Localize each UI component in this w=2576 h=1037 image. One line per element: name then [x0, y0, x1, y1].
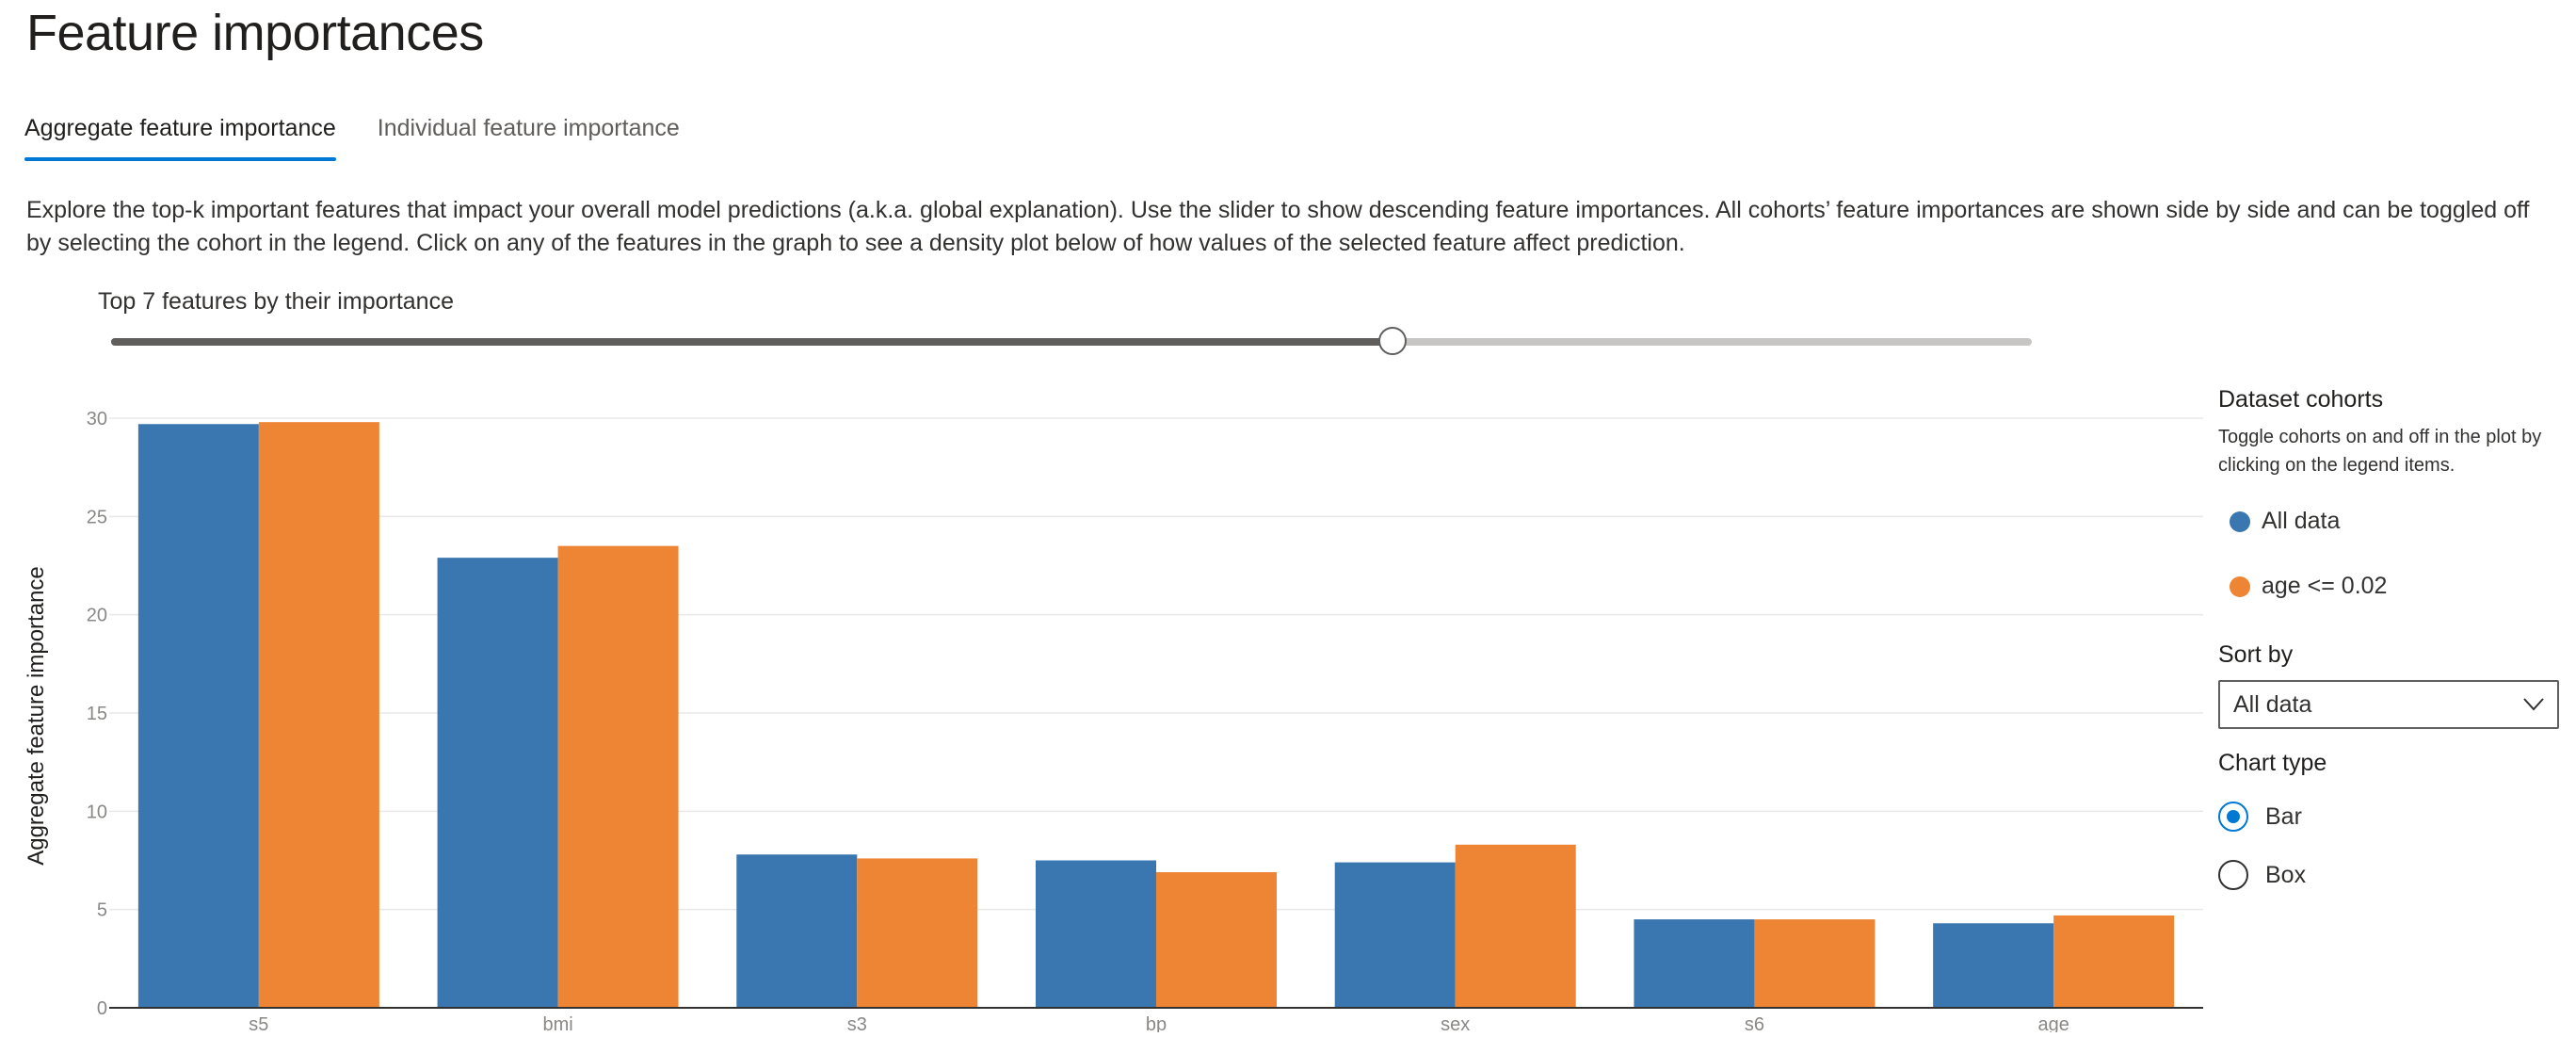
x-tick-label: sex [1441, 1014, 1470, 1032]
chart-gridlines [109, 417, 2203, 911]
feature-importance-chart: 0 5 10 15 20 25 30 s5 bmi s3 bp sex s6 age Aggregate… [0, 377, 2213, 1035]
y-tick-label: 0 [97, 998, 107, 1019]
slider-label: Top 7 features by their importance [98, 288, 454, 315]
page-title: Feature importances [26, 5, 484, 61]
bar-s5-series-0[interactable] [137, 424, 259, 1008]
radio-box-label: Box [2265, 861, 2307, 888]
legend-dot-icon [2230, 510, 2250, 532]
legend-label: age <= 0.02 [2262, 573, 2388, 599]
radio-box[interactable] [2218, 860, 2248, 890]
bar-age-series-0[interactable] [1933, 923, 2054, 1008]
dataset-cohorts-hint: Toggle cohorts on and off in the plot by… [2218, 427, 2542, 476]
x-tick-label: age [2037, 1014, 2069, 1032]
sort-by-label: Sort by [2218, 641, 2294, 668]
slider-fill [111, 338, 1393, 346]
bar-s6-series-1[interactable] [1754, 919, 1876, 1008]
chart-type-option-box[interactable]: Box [2218, 860, 2567, 890]
bar-chart-svg: 0 5 10 15 20 25 30 s5 bmi s3 bp sex s6 age Aggregate… [24, 409, 2203, 1035]
y-tick-label: 15 [87, 704, 107, 724]
legend-item-age-cohort[interactable]: age <= 0.02 [2230, 573, 2567, 600]
x-tick-label: s6 [1745, 1014, 1764, 1032]
radio-bar[interactable] [2218, 802, 2248, 832]
radio-bar-label: Bar [2265, 802, 2302, 830]
sort-by-dropdown[interactable]: All data [2218, 680, 2559, 729]
x-tick-label: bmi [542, 1014, 572, 1032]
bar-s3-series-1[interactable] [857, 858, 978, 1008]
bar-bp-series-1[interactable] [1156, 872, 1277, 1008]
x-tick-label: s5 [249, 1014, 268, 1032]
legend-label: All data [2262, 508, 2341, 534]
chart-bars [137, 422, 2175, 1009]
dataset-cohorts-title: Dataset cohorts [2218, 386, 2384, 413]
bar-sex-series-1[interactable] [1455, 844, 1576, 1008]
y-tick-label: 10 [87, 802, 107, 822]
legend-dot-icon [2230, 575, 2250, 597]
sort-by-value: All data [2233, 690, 2312, 718]
y-axis-label: Aggregate feature importance [24, 566, 49, 866]
chart-type-label: Chart type [2218, 750, 2327, 776]
bar-s3-series-0[interactable] [736, 854, 858, 1008]
bar-bp-series-0[interactable] [1036, 860, 1156, 1009]
y-tick-label: 30 [87, 409, 107, 429]
x-tick-label: s3 [847, 1014, 867, 1032]
chevron-down-icon [2523, 698, 2544, 711]
slider-thumb[interactable] [1377, 327, 1407, 355]
tab-bar: Aggregate feature importance Individual … [24, 111, 721, 161]
tab-individual-feature-importance[interactable]: Individual feature importance [377, 115, 680, 141]
bar-bmi-series-0[interactable] [437, 558, 558, 1008]
side-panel: Dataset cohorts Toggle cohorts on and of… [2218, 386, 2567, 890]
y-tick-label: 20 [87, 606, 107, 626]
y-axis-ticks: 0 5 10 15 20 25 30 [87, 409, 107, 1019]
chart-type-option-bar[interactable]: Bar [2218, 802, 2567, 832]
bar-age-series-1[interactable] [2053, 915, 2175, 1008]
x-axis-ticks: s5 bmi s3 bp sex s6 age [249, 1014, 2069, 1035]
y-tick-label: 25 [87, 507, 107, 527]
y-tick-label: 5 [97, 900, 107, 921]
tab-aggregate-feature-importance[interactable]: Aggregate feature importance [24, 111, 336, 161]
bar-sex-series-0[interactable] [1334, 862, 1456, 1008]
bar-s6-series-0[interactable] [1634, 919, 1755, 1008]
legend-item-all-data[interactable]: All data [2230, 508, 2567, 535]
page-description: Explore the top-k important features tha… [26, 197, 2530, 256]
bar-bmi-series-1[interactable] [557, 545, 679, 1008]
x-tick-label: bp [1146, 1014, 1167, 1032]
top-k-slider[interactable] [111, 327, 2032, 355]
bar-s5-series-1[interactable] [258, 422, 379, 1008]
